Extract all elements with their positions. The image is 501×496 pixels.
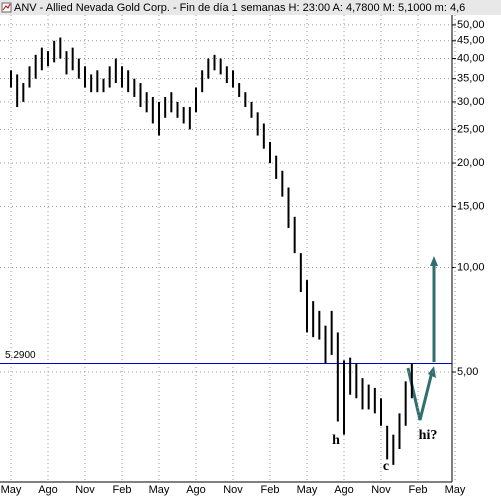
annotation: hi?	[419, 428, 438, 443]
x-tick-label: Feb	[409, 484, 428, 496]
level-label: 5.2900	[5, 350, 36, 361]
x-tick-label: May	[1, 484, 22, 496]
y-tick-label: 25,00	[457, 123, 485, 135]
x-tick-label: Nov	[223, 484, 243, 496]
annotation: h	[332, 433, 340, 448]
x-tick-label: Ago	[186, 484, 206, 496]
y-tick-label: 20,00	[457, 157, 485, 169]
x-tick-label: Feb	[113, 484, 132, 496]
annotation: c	[383, 459, 389, 474]
y-tick-label: 5,00	[457, 366, 478, 378]
y-tick-label: 10,00	[457, 261, 485, 273]
chart-title: ANV - Allied Nevada Gold Corp. - Fin de …	[14, 2, 465, 14]
icon-line	[2, 3, 11, 11]
x-tick-label: Feb	[261, 484, 280, 496]
y-tick-label: 35,00	[457, 73, 485, 85]
x-tick-label: Nov	[371, 484, 391, 496]
icon	[1, 2, 12, 13]
y-tick-label: 15,00	[457, 200, 485, 212]
y-tick-label: 30,00	[457, 96, 485, 108]
title-bar	[0, 0, 501, 15]
x-tick-label: Ago	[38, 484, 58, 496]
x-tick-label: Nov	[75, 484, 95, 496]
x-tick-label: May	[297, 484, 318, 496]
y-tick-label: 40,00	[457, 52, 485, 64]
y-tick-label: 50,00	[457, 19, 485, 31]
arrow-head	[430, 256, 438, 266]
x-tick-label: May	[445, 484, 466, 496]
y-tick-label: 45,00	[457, 35, 485, 47]
x-tick-label: May	[149, 484, 170, 496]
x-tick-label: Ago	[334, 484, 354, 496]
